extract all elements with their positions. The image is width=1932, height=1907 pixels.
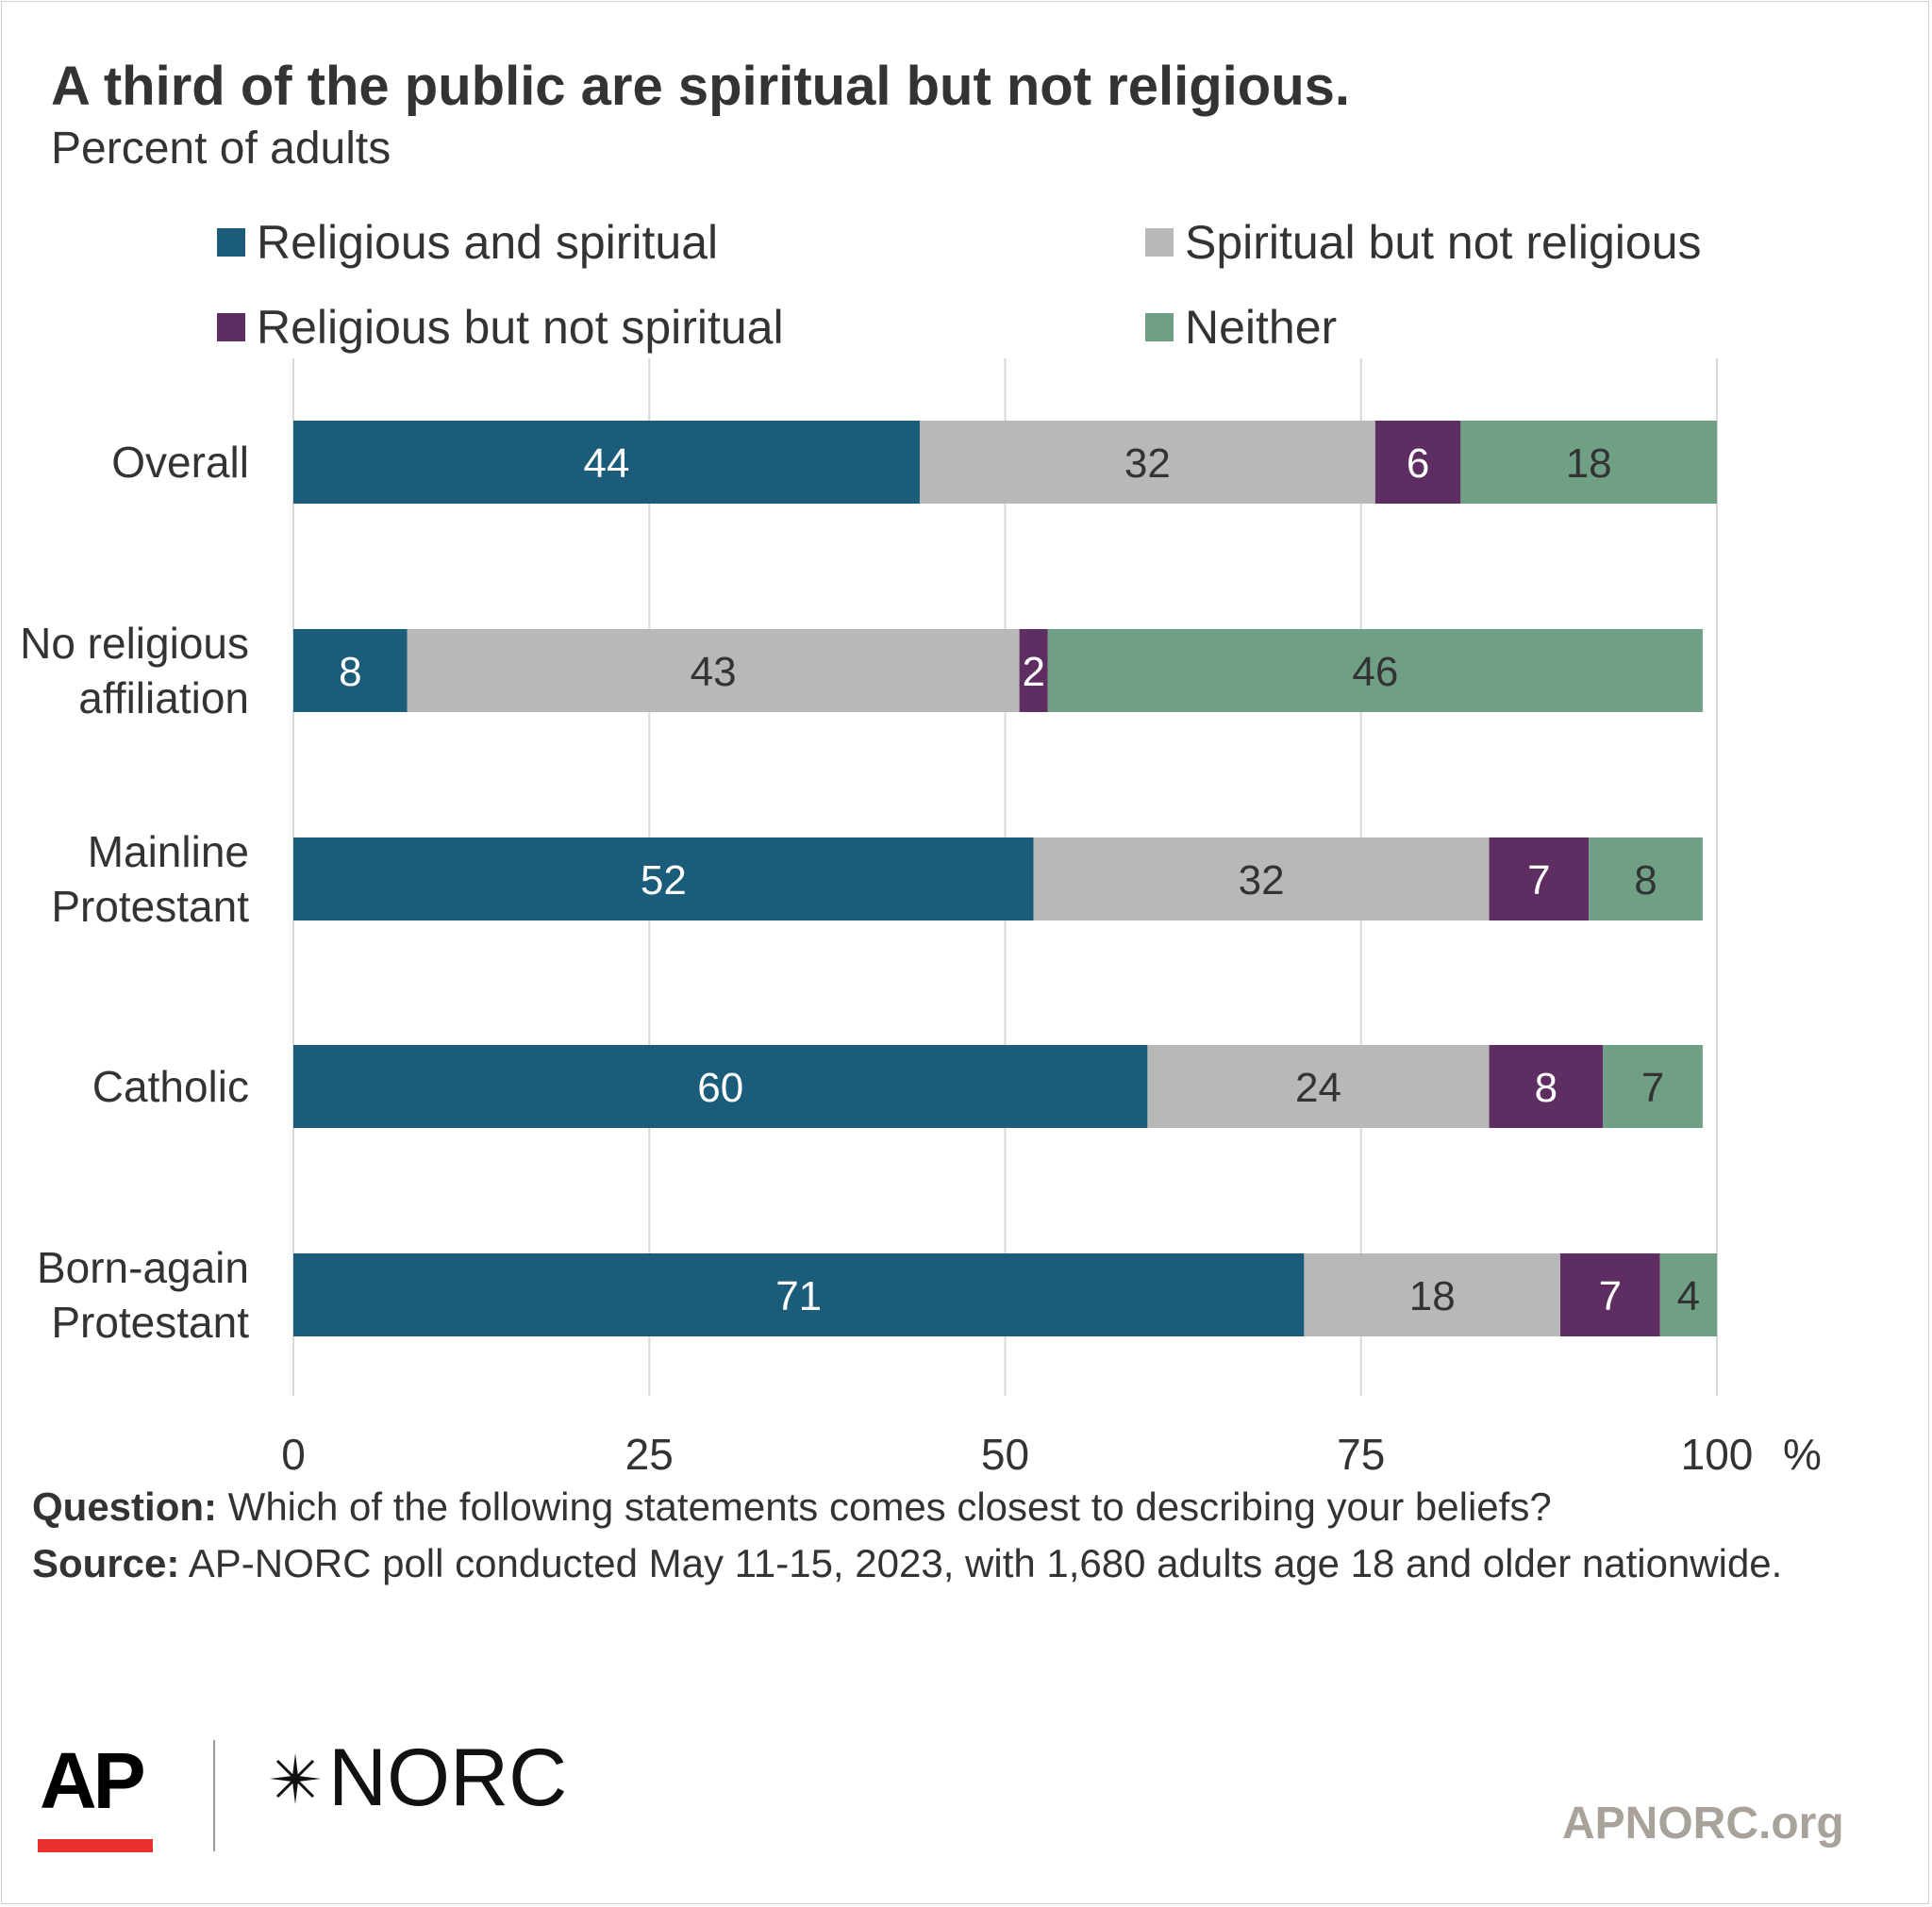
question-note: Question: Which of the following stateme… — [32, 1479, 1824, 1535]
category-label: Overall — [111, 438, 249, 487]
chart-title: A third of the public are spiritual but … — [51, 56, 1350, 117]
data-label: 24 — [1295, 1065, 1341, 1111]
x-axis-unit: % — [1783, 1430, 1822, 1471]
data-label: 32 — [1239, 857, 1285, 904]
data-label: 32 — [1124, 440, 1171, 487]
data-label: 7 — [1527, 857, 1550, 904]
data-label: 71 — [775, 1273, 822, 1319]
data-label: 44 — [584, 440, 630, 487]
bar-segment — [1374, 421, 1461, 504]
bar-segment — [1304, 1253, 1561, 1336]
bar-segment — [1489, 1045, 1604, 1128]
question-label: Question: — [32, 1484, 217, 1529]
data-label: 6 — [1407, 440, 1429, 487]
data-label: 18 — [1409, 1273, 1456, 1319]
chart-notes: Question: Which of the following stateme… — [32, 1479, 1824, 1592]
x-tick-label: 100 — [1681, 1430, 1754, 1471]
ap-logo: AP — [40, 1736, 146, 1825]
bar-segment — [293, 629, 408, 712]
bar-segment — [919, 421, 1375, 504]
logo-divider — [213, 1740, 215, 1851]
legend-swatch-religious-and-spiritual — [217, 228, 245, 257]
data-label: 60 — [697, 1065, 743, 1111]
data-label: 7 — [1599, 1273, 1622, 1319]
bar-segment — [1560, 1253, 1660, 1336]
legend-label-religious-and-spiritual: Religious and spiritual — [257, 216, 719, 269]
data-label: 2 — [1022, 649, 1044, 695]
data-label: 7 — [1641, 1065, 1664, 1111]
bar-segment — [1047, 629, 1703, 712]
bar-segment — [1603, 1045, 1703, 1128]
legend-item-religious-and-spiritual: Religious and spiritual — [217, 215, 718, 270]
x-tick-label: 0 — [281, 1430, 306, 1471]
norc-logo-text: NORC — [328, 1733, 568, 1823]
bar-segment — [1019, 629, 1048, 712]
bar-segment — [1147, 1045, 1490, 1128]
legend-label-neither: Neither — [1185, 301, 1338, 354]
data-label: 8 — [1634, 857, 1657, 904]
legend-label-spiritual-not-religious: Spiritual but not religious — [1185, 216, 1702, 269]
legend-swatch-neither — [1145, 313, 1174, 341]
category-label: Born-again — [37, 1243, 249, 1292]
bar-segment — [293, 421, 920, 504]
bar-segment — [1659, 1253, 1717, 1336]
x-tick-label: 25 — [625, 1430, 674, 1471]
category-label: Protestant — [51, 882, 249, 931]
data-label: 46 — [1352, 649, 1398, 695]
norc-star-icon — [270, 1752, 321, 1804]
chart-subtitle: Percent of adults — [51, 124, 391, 174]
legend-label-religious-not-spiritual: Religious but not spiritual — [257, 301, 784, 354]
norc-logo: NORC — [266, 1732, 567, 1825]
category-label: Protestant — [51, 1298, 249, 1347]
data-label: 4 — [1677, 1273, 1700, 1319]
category-label: Mainline — [88, 827, 249, 876]
source-note: Source: AP-NORC poll conducted May 11-15… — [32, 1535, 1824, 1592]
bar-segment — [1489, 837, 1590, 920]
data-label: 43 — [691, 649, 737, 695]
bar-segment — [293, 1253, 1305, 1336]
bar-segment — [293, 1045, 1148, 1128]
category-label: affiliation — [78, 673, 249, 722]
source-label: Source: — [32, 1541, 180, 1585]
ap-logo-underline — [38, 1839, 153, 1852]
data-label: 52 — [641, 857, 687, 904]
question-text: Which of the following statements comes … — [227, 1484, 1552, 1529]
legend-swatch-religious-not-spiritual — [217, 313, 245, 341]
legend-swatch-spiritual-not-religious — [1145, 228, 1174, 257]
category-label: No religious — [20, 619, 249, 668]
data-label: 8 — [1535, 1065, 1557, 1111]
bar-segment — [1460, 421, 1717, 504]
bar-segment — [1589, 837, 1703, 920]
legend-item-spiritual-not-religious: Spiritual but not religious — [1145, 215, 1702, 270]
data-label: 8 — [339, 649, 361, 695]
bar-segment — [407, 629, 1020, 712]
data-label: 18 — [1566, 440, 1612, 487]
bar-segment — [293, 837, 1034, 920]
site-url: APNORC.org — [1562, 1799, 1844, 1849]
x-tick-label: 75 — [1337, 1430, 1385, 1471]
category-label: Catholic — [92, 1062, 249, 1111]
legend-item-religious-not-spiritual: Religious but not spiritual — [217, 300, 784, 355]
bar-segment — [1033, 837, 1490, 920]
source-text: AP-NORC poll conducted May 11-15, 2023, … — [188, 1541, 1783, 1585]
x-tick-label: 50 — [981, 1430, 1029, 1471]
legend-item-neither: Neither — [1145, 300, 1337, 355]
